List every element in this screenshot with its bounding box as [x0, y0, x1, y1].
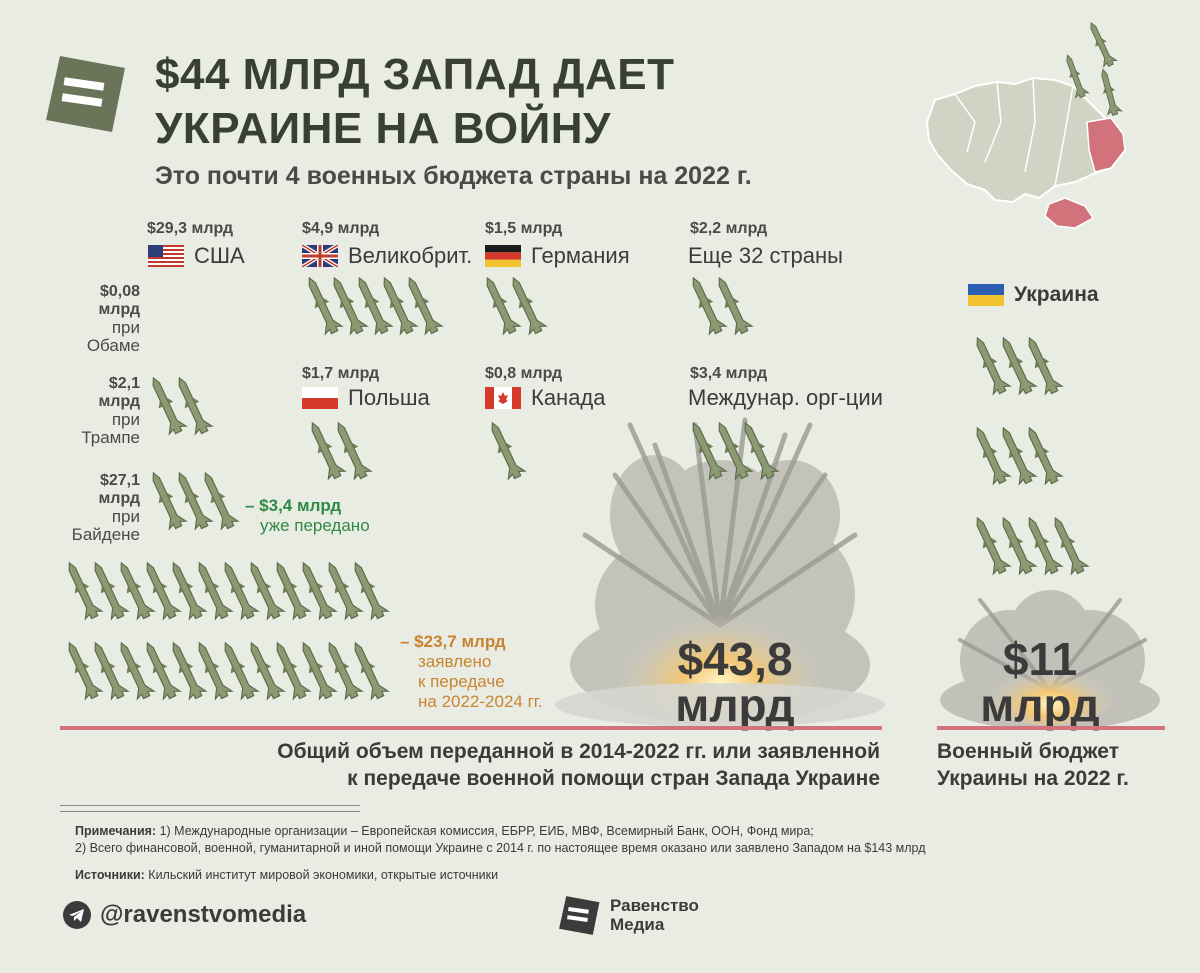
- donor-amount-poland: $1,7 млрд: [302, 365, 380, 382]
- donor-amount-others: $2,2 млрд: [690, 220, 768, 237]
- notes: Примечания: 1) Международные организации…: [75, 824, 926, 882]
- caption-budget: Военный бюджет Украины на 2022 г.: [937, 740, 1129, 790]
- missile-row-2: [60, 638, 390, 702]
- president-biden: $27,1 млрд при Байдене: [71, 472, 140, 544]
- pledged-note: – $23,7 млрд заявлено к передаче на 2022…: [400, 632, 543, 711]
- de-flag-icon: [485, 245, 521, 267]
- donor-amount-usa: $29,3 млрд: [147, 220, 234, 237]
- telegram-icon: [63, 901, 91, 929]
- total-aid-value: $43,8 млрд: [675, 633, 795, 731]
- donor-country-usa: США: [148, 243, 245, 269]
- telegram-handle[interactable]: @ravenstvomedia: [62, 900, 306, 930]
- donor-country-canada: Канада: [485, 385, 606, 411]
- page-title: $44 МЛРД ЗАПАД ДАЕТ УКРАИНЕ НА ВОЙНУ: [155, 50, 675, 153]
- president-trump: $2,1 млрд при Трампе: [81, 375, 140, 447]
- president-obama: $0,08 млрд при Обаме: [86, 283, 140, 355]
- small-explosion-illustration: [940, 590, 1160, 727]
- donor-amount-uk: $4,9 млрд: [302, 220, 380, 237]
- donor-country-others: Еще 32 страны: [688, 243, 843, 268]
- delivered-note: – $3,4 млрд уже передано: [245, 496, 370, 535]
- pl-flag-icon: [302, 387, 338, 409]
- missile-icon: [483, 418, 527, 482]
- baseline-right: [937, 726, 1165, 730]
- ua-flag-icon: [968, 284, 1004, 306]
- ukraine-map-icon: [925, 22, 1127, 229]
- baseline-left: [60, 726, 882, 730]
- brand-logo: Равенство Медиа: [556, 892, 699, 938]
- donor-country-intl: Междунар. орг-ции: [688, 385, 883, 410]
- donor-country-uk: Великобрит.: [302, 243, 472, 269]
- uk-flag-icon: [302, 245, 338, 267]
- ukraine-label: Украина: [968, 283, 1099, 307]
- missile-icons: [60, 273, 1090, 702]
- donor-amount-germany: $1,5 млрд: [485, 220, 563, 237]
- ravenstvo-logo-icon: [46, 56, 125, 132]
- us-flag-icon: [148, 245, 184, 267]
- donor-country-poland: Польша: [302, 385, 430, 411]
- explosion-illustration: [555, 417, 885, 727]
- donor-country-germany: Германия: [485, 243, 630, 269]
- divider: [60, 805, 360, 812]
- donor-amount-canada: $0,8 млрд: [485, 365, 563, 382]
- missile-row-1: [60, 558, 390, 622]
- caption-total: Общий объем переданной в 2014-2022 гг. и…: [277, 740, 880, 790]
- ravenstvo-media-logo-icon: [559, 896, 600, 935]
- page-subtitle: Это почти 4 военных бюджета страны на 20…: [155, 162, 752, 190]
- ukraine-budget-value: $11 млрд: [980, 633, 1100, 731]
- ca-flag-icon: [485, 387, 521, 409]
- donor-amount-intl: $3,4 млрд: [690, 365, 768, 382]
